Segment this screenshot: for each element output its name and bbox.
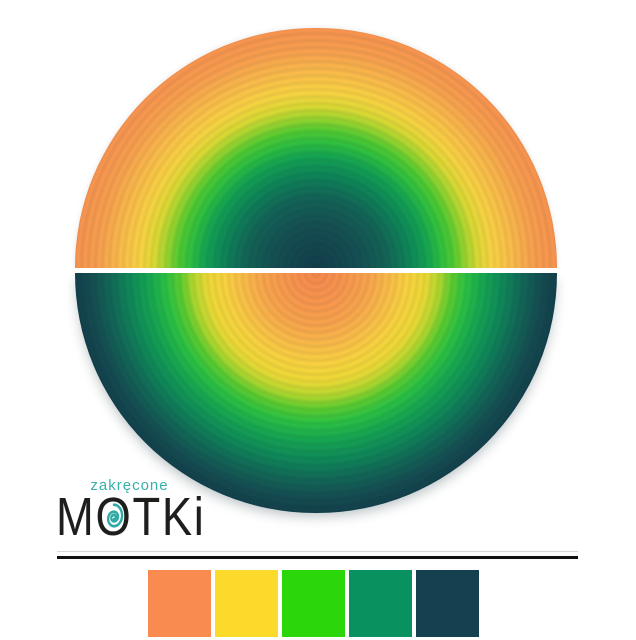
color-palette <box>148 570 479 637</box>
brand-tagline: zakręcone <box>90 477 169 494</box>
brand-name: MO TKi <box>56 490 206 544</box>
palette-swatch-dark-teal <box>416 570 479 637</box>
palette-swatch-yellow <box>215 570 278 637</box>
palette-swatch-green <box>282 570 345 637</box>
brand-letter-tki: TKi <box>132 487 206 547</box>
ripple-disc-top-half <box>75 28 557 268</box>
divider-line <box>57 556 578 559</box>
yarn-spiral-path <box>106 503 124 528</box>
ripple-disc <box>75 28 557 513</box>
palette-swatch-orange <box>148 570 211 637</box>
palette-swatch-sea-green <box>349 570 412 637</box>
thin-divider-line <box>57 551 578 552</box>
brand-letter-m: M <box>56 487 96 547</box>
brand-letter-o: O <box>95 487 133 547</box>
yarn-spiral-icon <box>106 503 124 528</box>
disc-divider <box>75 268 557 273</box>
